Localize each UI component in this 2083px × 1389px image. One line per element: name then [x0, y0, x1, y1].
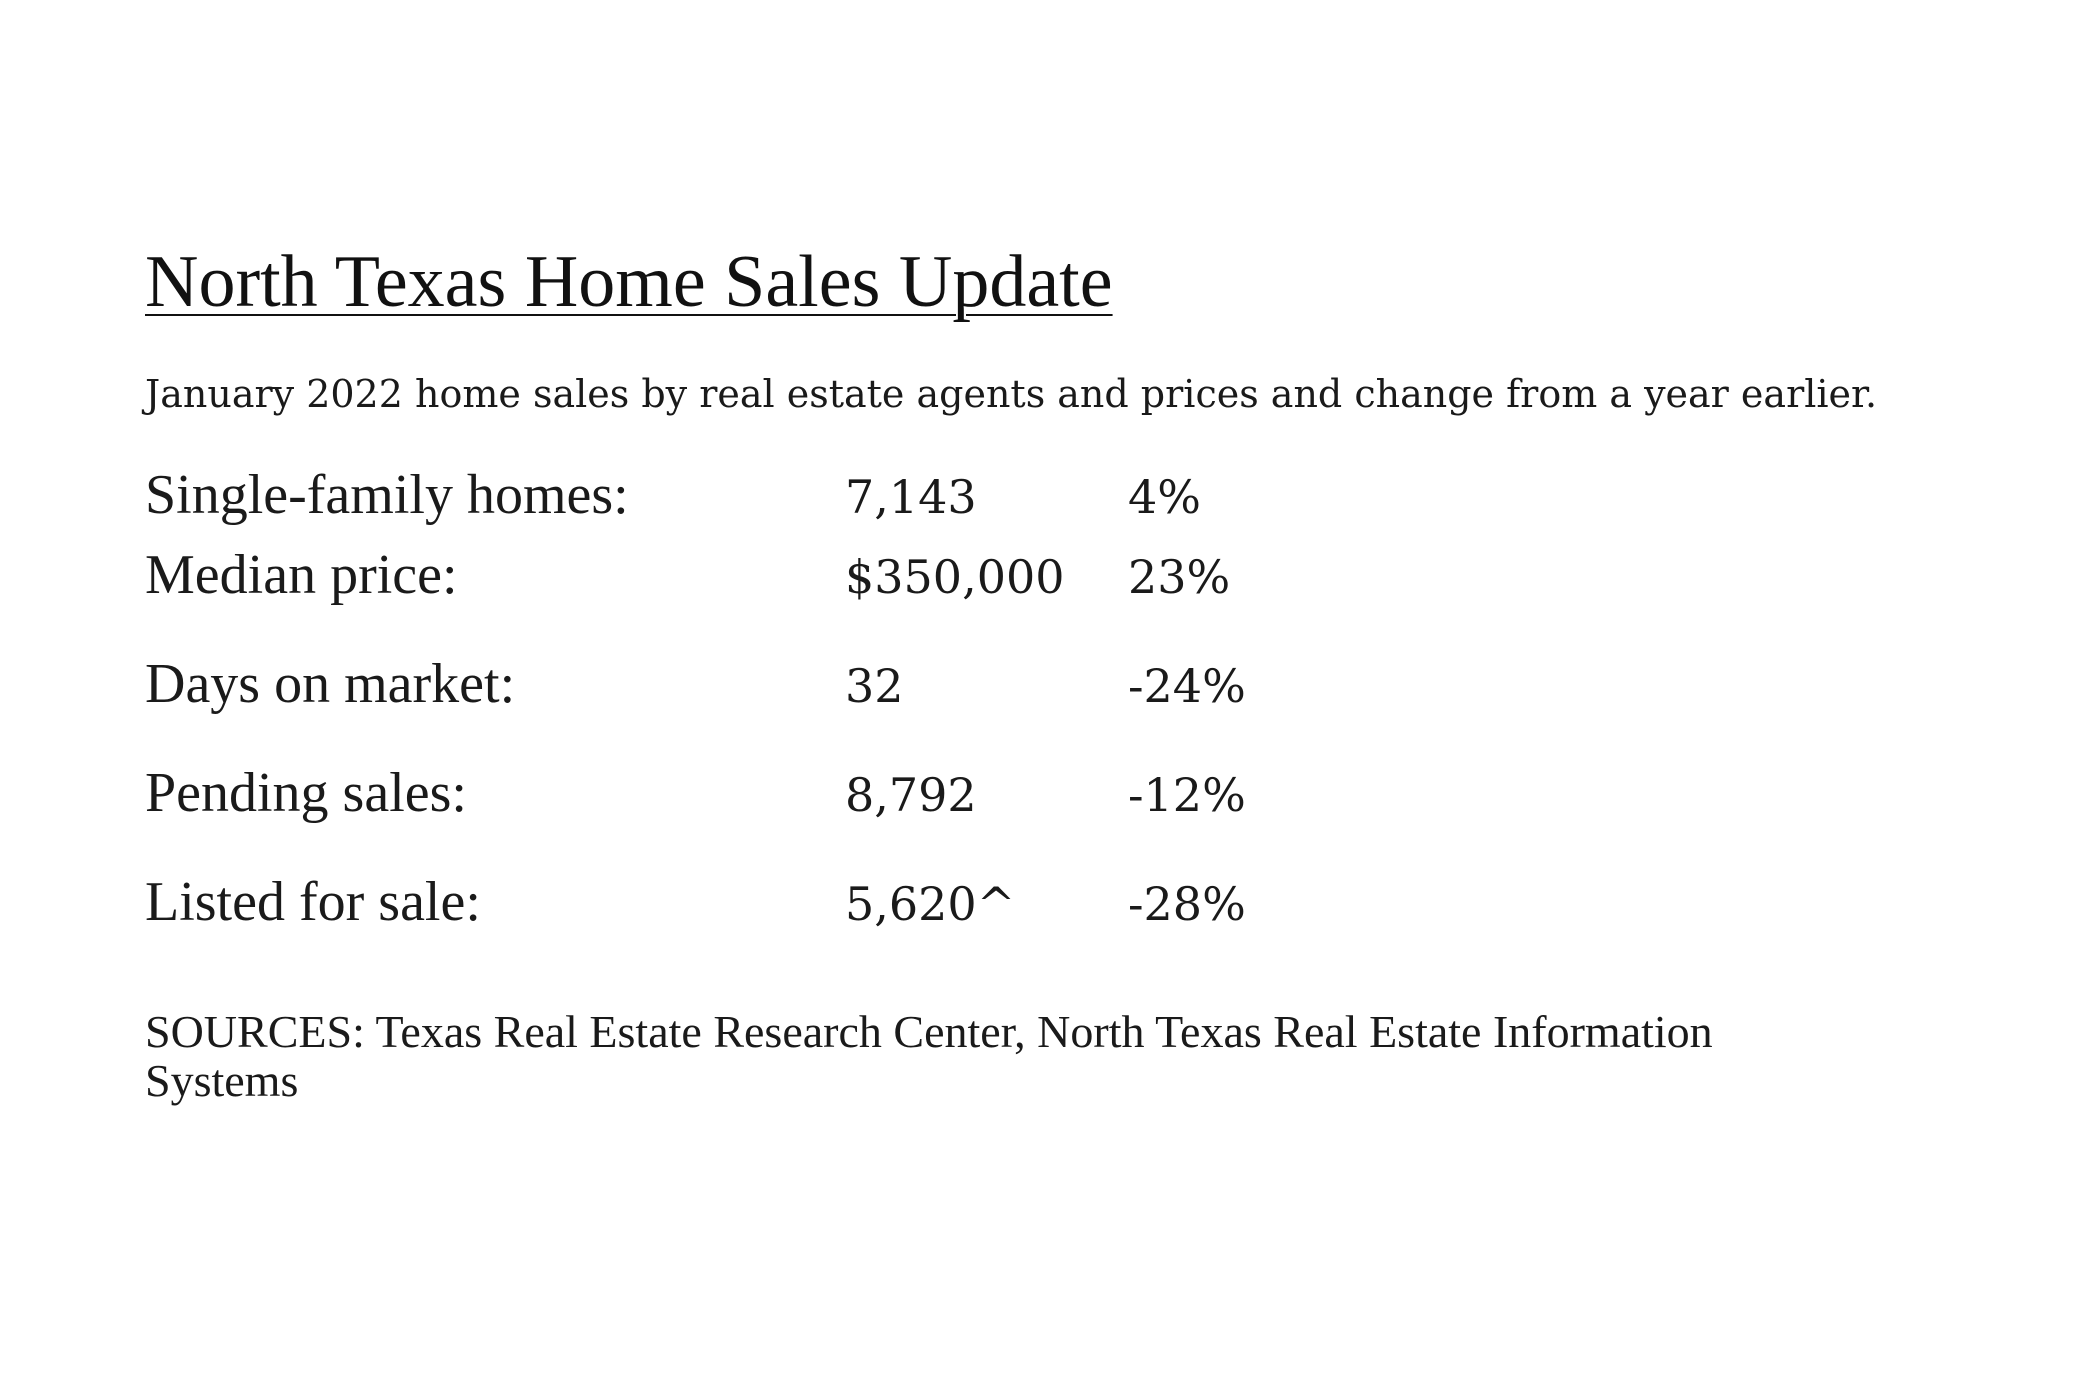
stat-value: 7,143 — [845, 470, 977, 524]
stat-value: 5,620^ — [845, 877, 1016, 931]
stat-label: Median price: — [145, 544, 458, 606]
stat-change: 23% — [1128, 550, 1231, 604]
stat-row-single-family-homes: Single-family homes: 7,143 4% — [145, 465, 2005, 545]
stat-change: -28% — [1128, 877, 1246, 931]
sources-note: SOURCES: Texas Real Estate Research Cent… — [145, 1006, 1713, 1106]
stat-value: 8,792 — [845, 768, 977, 822]
stat-change: -12% — [1128, 768, 1246, 822]
stats-table: Single-family homes: 7,143 4% Median pri… — [145, 465, 2005, 981]
document: North Texas Home Sales Update January 20… — [145, 236, 2005, 1151]
stat-value: 32 — [845, 659, 904, 713]
stat-value: $350,000 — [845, 550, 1065, 604]
stat-row-median-price: Median price: $350,000 23% — [145, 545, 2005, 654]
stat-change: 4% — [1128, 470, 1201, 524]
subtitle: January 2022 home sales by real estate a… — [145, 372, 1878, 416]
stat-row-listed-for-sale: Listed for sale: 5,620^ -28% — [145, 872, 2005, 981]
stat-row-days-on-market: Days on market: 32 -24% — [145, 654, 2005, 763]
page-title: North Texas Home Sales Update — [145, 241, 1113, 323]
stat-label: Days on market: — [145, 653, 516, 715]
stat-change: -24% — [1128, 659, 1246, 713]
stat-label: Pending sales: — [145, 762, 467, 824]
stat-row-pending-sales: Pending sales: 8,792 -12% — [145, 763, 2005, 872]
stat-label: Single-family homes: — [145, 464, 629, 526]
stat-label: Listed for sale: — [145, 871, 481, 933]
